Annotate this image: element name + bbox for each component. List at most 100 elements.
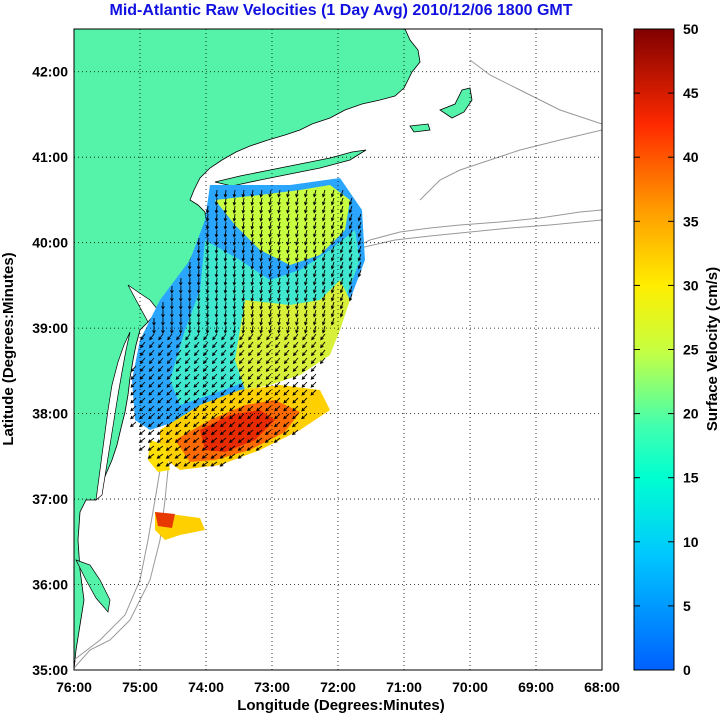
velocity-arrow: [161, 317, 165, 326]
velocity-arrow: [250, 213, 255, 222]
velocity-arrow: [178, 277, 183, 286]
velocity-arrow: [330, 261, 335, 270]
velocity-arrow: [220, 397, 227, 404]
y-axis-label: Latitude (Degrees:Minutes): [0, 252, 17, 445]
velocity-arrow: [268, 237, 272, 246]
velocity-arrow: [238, 397, 245, 404]
velocity-arrow: [192, 445, 200, 451]
velocity-arrow: [194, 349, 200, 357]
velocity-arrow: [232, 237, 237, 246]
velocity-arrow: [187, 285, 192, 294]
velocity-arrow: [187, 277, 192, 286]
velocity-arrow: [211, 381, 218, 388]
velocity-arrow: [174, 421, 182, 428]
velocity-arrow: [238, 373, 245, 380]
velocity-arrow: [237, 437, 245, 443]
velocity-arrow: [339, 229, 344, 238]
velocity-arrow: [313, 293, 317, 302]
velocity-arrow: [238, 405, 245, 412]
velocity-arrow: [147, 437, 155, 443]
velocity-arrow: [304, 293, 308, 302]
velocity-arrow: [339, 189, 344, 198]
velocity-arrow: [295, 261, 299, 270]
velocity-arrow: [295, 237, 299, 246]
velocity-arrow: [130, 413, 137, 420]
velocity-arrow: [241, 221, 246, 230]
velocity-arrow: [250, 229, 255, 238]
velocity-arrow: [286, 205, 290, 214]
velocity-arrow: [250, 245, 255, 254]
velocity-arrow: [286, 253, 290, 262]
velocity-arrow: [277, 221, 281, 230]
velocity-arrow: [247, 397, 254, 404]
velocity-arrow: [158, 333, 164, 341]
velocity-arrow: [165, 429, 173, 436]
velocity-arrow: [321, 245, 326, 254]
velocity-arrow: [321, 197, 326, 206]
velocity-arrow: [293, 341, 299, 349]
velocity-arrow: [257, 349, 263, 357]
velocity-arrow: [259, 309, 263, 318]
velocity-arrow: [193, 373, 200, 380]
velocity-arrow: [223, 253, 228, 262]
velocity-arrow: [313, 277, 317, 286]
velocity-arrow: [295, 269, 299, 278]
velocity-arrow: [148, 389, 155, 396]
velocity-arrow: [311, 349, 317, 357]
velocity-arrow: [357, 261, 362, 270]
velocity-arrow: [229, 397, 236, 404]
velocity-arrow: [232, 229, 237, 238]
velocity-arrow: [321, 301, 326, 310]
velocity-arrow: [223, 301, 228, 310]
velocity-arrow: [250, 189, 255, 198]
velocity-arrow: [286, 245, 290, 254]
velocity-field: [132, 178, 365, 540]
velocity-arrow: [193, 405, 200, 412]
velocity-arrow: [339, 205, 344, 214]
y-tick-label: 38:00: [32, 406, 68, 422]
velocity-arrow: [166, 373, 173, 380]
velocity-arrow: [301, 365, 308, 372]
velocity-arrow: [140, 341, 146, 349]
velocity-arrow: [219, 429, 227, 436]
velocity-arrow: [175, 381, 182, 388]
velocity-arrow: [348, 213, 353, 222]
velocity-arrow: [230, 341, 236, 349]
velocity-arrow: [184, 357, 191, 365]
velocity-arrow: [304, 325, 308, 334]
velocity-arrow: [196, 253, 201, 262]
velocity-arrow: [232, 205, 237, 214]
velocity-arrow: [229, 357, 236, 365]
velocity-arrow: [320, 333, 326, 341]
velocity-arrow: [147, 445, 155, 451]
velocity-arrow: [277, 309, 281, 318]
velocity-arrow: [214, 205, 219, 214]
velocity-arrow: [321, 285, 326, 294]
velocity-arrow: [148, 373, 155, 380]
velocity-arrow: [156, 445, 164, 451]
velocity-arrow: [321, 205, 326, 214]
velocity-arrow: [259, 277, 263, 286]
velocity-arrow: [304, 213, 308, 222]
colorbar-tick-label: 25: [683, 342, 699, 358]
x-tick-label: 70:00: [452, 679, 488, 695]
velocity-arrow: [266, 333, 272, 341]
velocity-arrow: [268, 301, 272, 310]
velocity-arrow: [241, 189, 246, 198]
velocity-arrow: [313, 197, 317, 206]
velocity-arrow: [229, 389, 236, 396]
velocity-arrow: [321, 277, 326, 286]
velocity-arrow: [205, 221, 210, 230]
velocity-arrow: [257, 333, 263, 341]
velocity-arrow: [192, 429, 200, 436]
cape-cod: [439, 87, 473, 119]
velocity-arrow: [201, 453, 209, 459]
velocity-arrow: [277, 205, 281, 214]
velocity-arrow: [277, 277, 281, 286]
velocity-arrow: [178, 293, 183, 302]
velocity-arrow: [183, 437, 191, 443]
velocity-arrow: [357, 269, 362, 278]
velocity-arrow: [259, 325, 263, 334]
velocity-arrow: [274, 389, 281, 396]
velocity-arrow: [175, 365, 182, 372]
